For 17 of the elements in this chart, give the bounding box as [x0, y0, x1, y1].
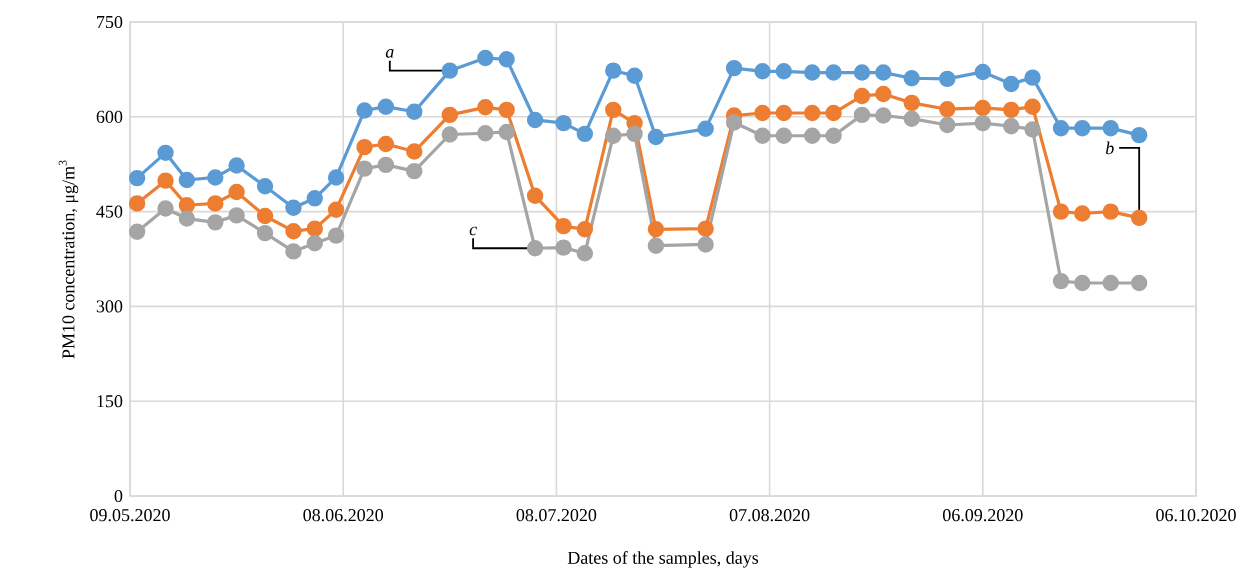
y-tick-label: 150	[97, 395, 123, 408]
x-tick-label: 08.07.2020	[516, 509, 597, 522]
y-axis-title: PM10 concentration, μg/m$^{3}$	[58, 160, 79, 359]
annotation: a	[385, 49, 394, 58]
annotation: c	[469, 226, 477, 236]
y-tick-label: 0	[114, 489, 123, 503]
y-tick-label: 750	[97, 15, 123, 29]
y-tick-label: 300	[96, 300, 123, 313]
y-tick-label: 450	[96, 205, 123, 218]
x-tick-label: 06.10.2020	[1156, 509, 1236, 522]
x-axis-title: Dates of the samples, days	[567, 551, 759, 568]
x-tick-label: 09.05.2020	[90, 509, 170, 522]
x-tick-label: 06.09.2020	[943, 509, 1023, 522]
annotation: b	[1105, 141, 1114, 155]
x-tick-label: 07.08.2020	[729, 509, 810, 522]
y-tick-label: 600	[96, 110, 123, 123]
x-tick-label: 08.06.2020	[303, 509, 384, 522]
